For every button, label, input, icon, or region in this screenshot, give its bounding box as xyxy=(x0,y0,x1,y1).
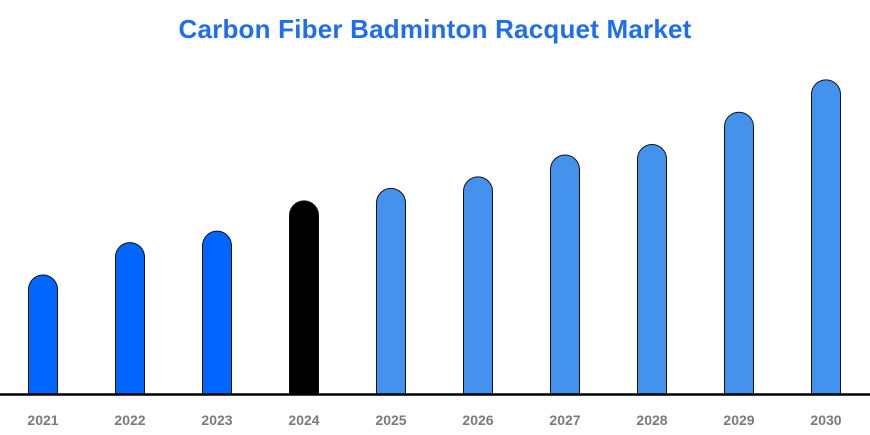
bar-2028 xyxy=(637,144,667,395)
x-tick-label-2024: 2024 xyxy=(288,412,319,428)
x-tick-label-2023: 2023 xyxy=(201,412,232,428)
x-tick-label-2027: 2027 xyxy=(549,412,580,428)
bar-2022 xyxy=(115,242,145,395)
bar-2029 xyxy=(724,111,754,395)
x-tick-label-2029: 2029 xyxy=(723,412,754,428)
bar-2024 xyxy=(289,200,319,395)
x-tick-label-2021: 2021 xyxy=(27,412,58,428)
bar-2021 xyxy=(28,274,58,395)
x-tick-label-2025: 2025 xyxy=(375,412,406,428)
bar-2030 xyxy=(811,79,841,395)
bar-2027 xyxy=(550,154,580,395)
chart-title: Carbon Fiber Badminton Racquet Market xyxy=(178,14,692,44)
bar-2026 xyxy=(463,176,493,395)
bar-2023 xyxy=(202,230,232,395)
x-tick-label-2022: 2022 xyxy=(114,412,145,428)
x-tick-label-2028: 2028 xyxy=(636,412,667,428)
x-tick-label-2026: 2026 xyxy=(462,412,493,428)
x-tick-label-2030: 2030 xyxy=(810,412,841,428)
bar-2025 xyxy=(376,187,406,395)
